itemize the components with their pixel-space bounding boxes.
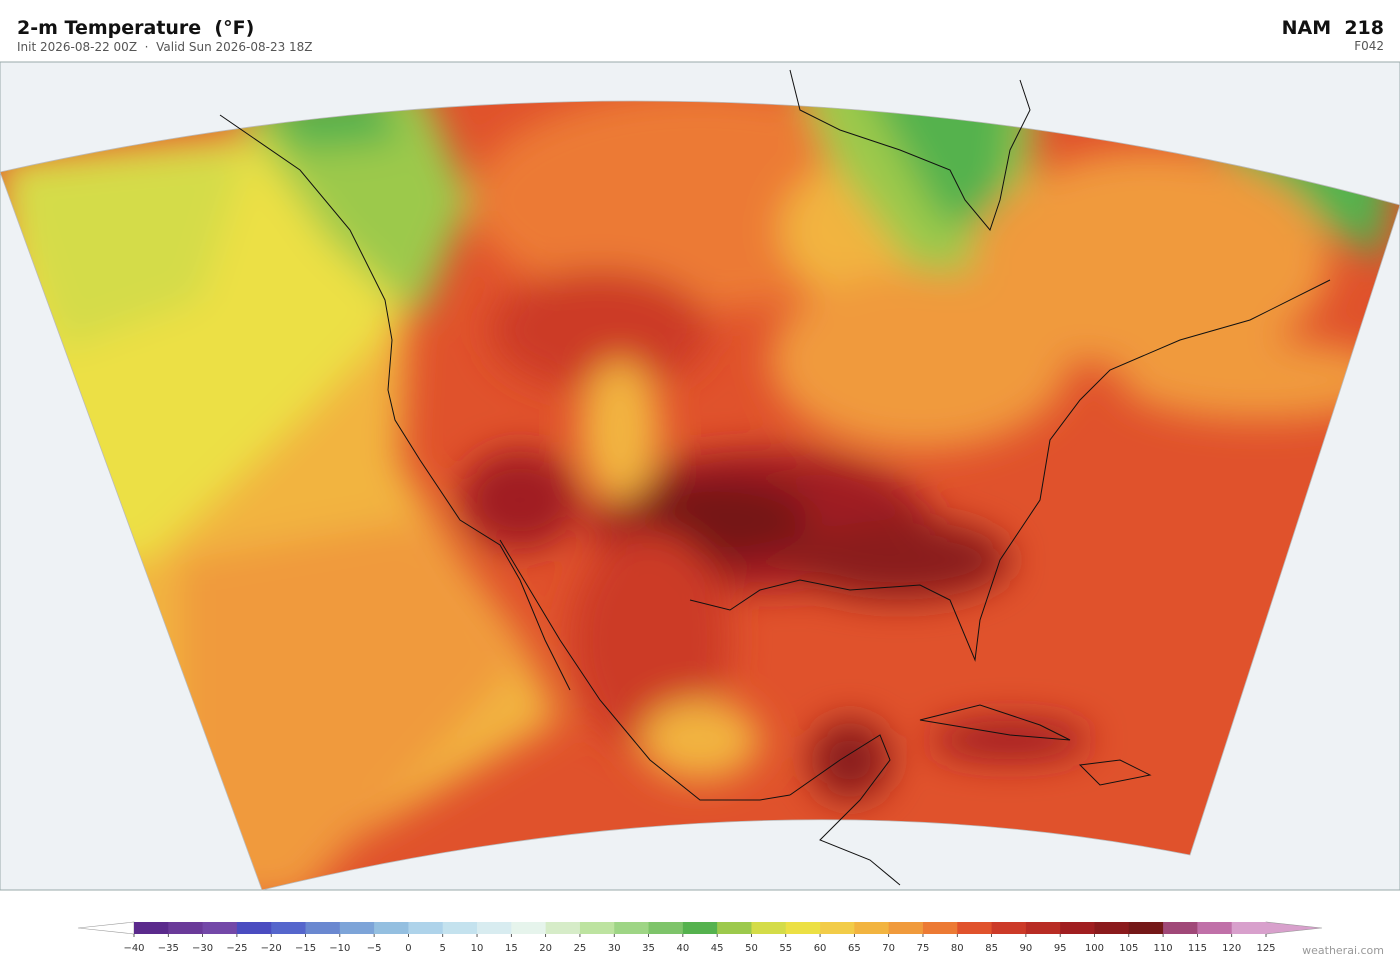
colorbar-tick-label: 120 xyxy=(1222,943,1241,954)
colorbar-segment xyxy=(1163,922,1198,934)
colorbar-segment xyxy=(236,922,272,934)
colorbar-segment xyxy=(545,922,581,934)
colorbar-tick-label: 25 xyxy=(574,943,587,954)
colorbar-tick-label: 115 xyxy=(1188,943,1207,954)
colorbar-tick-label: 50 xyxy=(745,943,758,954)
colorbar-tick-label: 0 xyxy=(405,943,411,954)
colorbar-segment xyxy=(134,922,169,934)
colorbar-segment xyxy=(1231,922,1267,934)
domain-outline xyxy=(0,100,1400,891)
title: 2-m Temperature (°F) xyxy=(17,17,254,39)
colorbar-tick-label: 10 xyxy=(471,943,484,954)
colorbar-segment xyxy=(991,922,1027,934)
subtitle: Init 2026-08-22 00Z · Valid Sun 2026-08-… xyxy=(17,40,313,54)
colorbar-tick-label: 105 xyxy=(1119,943,1138,954)
colorbar-tick-label: 30 xyxy=(608,943,621,954)
temperature-field xyxy=(0,100,1400,891)
colorbar-segment xyxy=(271,922,307,934)
colorbar-tick-label: −20 xyxy=(261,943,282,954)
colorbar-segment xyxy=(1128,922,1164,934)
colorbar-segment xyxy=(614,922,650,934)
colorbar-segment xyxy=(305,922,341,934)
colorbar-tick-label: 85 xyxy=(985,943,998,954)
colorbar-segment xyxy=(1060,922,1095,934)
colorbar-tick-label: −25 xyxy=(226,943,247,954)
colorbar-tick-label: −5 xyxy=(367,943,382,954)
colorbar-segment xyxy=(168,922,204,934)
colorbar-segment xyxy=(717,922,752,934)
colorbar-tick-label: −40 xyxy=(123,943,144,954)
colorbar-tick-label: −30 xyxy=(192,943,213,954)
colorbar-segment xyxy=(442,922,478,934)
colorbar-tick-label: −35 xyxy=(158,943,179,954)
colorbar-tick-label: 75 xyxy=(917,943,930,954)
colorbar-tick-label: 40 xyxy=(676,943,689,954)
colorbar-tick-label: 100 xyxy=(1085,943,1104,954)
colorbar-segment xyxy=(785,922,821,934)
colorbar-segment xyxy=(957,922,993,934)
colorbar-tick-label: 15 xyxy=(505,943,518,954)
colorbar-segment xyxy=(820,922,855,934)
colorbar-tick-label: 5 xyxy=(440,943,446,954)
forecast-hour: F042 xyxy=(1354,39,1384,53)
map xyxy=(0,61,1400,891)
colorbar-tick-label: 55 xyxy=(779,943,792,954)
colorbar-segment xyxy=(648,922,684,934)
coastlines xyxy=(219,69,1331,886)
colorbar: −40 −35 −30 −25 −20 −15 −10 −5 0 5 10 15 20 25 30 35 40 4… xyxy=(77,921,1323,954)
colorbar-tick-label: 65 xyxy=(848,943,861,954)
colorbar-tick-label: 45 xyxy=(711,943,724,954)
colorbar-tick-label: 20 xyxy=(539,943,552,954)
colorbar-segment xyxy=(1094,922,1130,934)
colorbar-segment xyxy=(408,922,444,934)
colorbar-segment xyxy=(888,922,924,934)
colorbar-segment xyxy=(922,922,958,934)
colorbar-segment xyxy=(374,922,409,934)
colorbar-segment xyxy=(511,922,547,934)
colorbar-segment xyxy=(1025,922,1061,934)
colorbar-over xyxy=(1265,921,1323,935)
colorbar-tick-label: 95 xyxy=(1054,943,1067,954)
colorbar-tick-label: 110 xyxy=(1154,943,1173,954)
colorbar-tick-label: 70 xyxy=(882,943,895,954)
colorbar-segment xyxy=(579,922,615,934)
colorbar-segment xyxy=(202,922,238,934)
colorbar-tick-label: 60 xyxy=(814,943,827,954)
colorbar-tick-label: 35 xyxy=(642,943,655,954)
colorbar-segment xyxy=(477,922,512,934)
colorbar-segment xyxy=(1197,922,1233,934)
colorbar-tick-label: −10 xyxy=(329,943,350,954)
colorbar-tick-label: 125 xyxy=(1256,943,1275,954)
colorbar-tick-label: 80 xyxy=(951,943,964,954)
model-label: NAM 218 xyxy=(1282,17,1384,39)
colorbar-segment xyxy=(854,922,890,934)
colorbar-segment xyxy=(751,922,787,934)
credit: weatherai.com xyxy=(1302,944,1384,957)
colorbar-tick-label: 90 xyxy=(1020,943,1033,954)
colorbar-tick-label: −15 xyxy=(295,943,316,954)
colorbar-segment xyxy=(339,922,375,934)
colorbar-segment xyxy=(682,922,718,934)
colorbar-under xyxy=(77,921,135,935)
